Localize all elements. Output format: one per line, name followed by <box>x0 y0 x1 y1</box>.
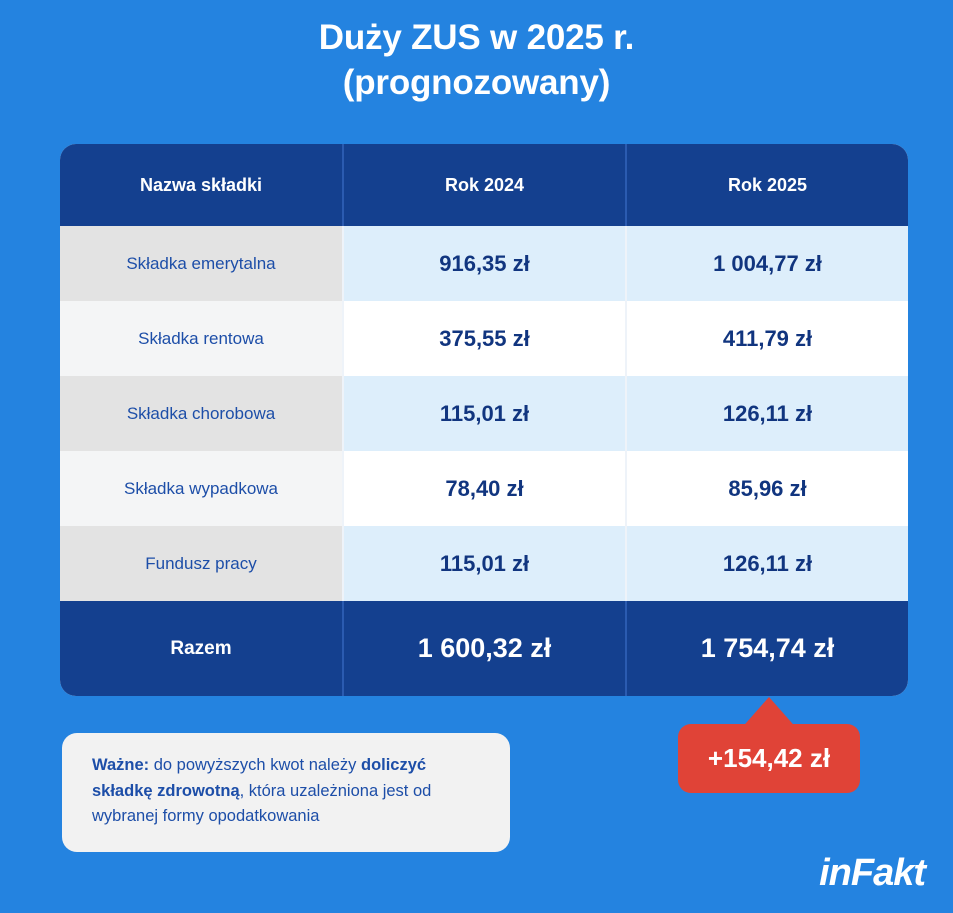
table-row: Składka wypadkowa 78,40 zł 85,96 zł <box>60 451 908 526</box>
row-value-2025: 126,11 zł <box>625 376 908 451</box>
infakt-logo: inFakt <box>819 852 926 894</box>
row-value-2024: 916,35 zł <box>342 226 625 301</box>
total-label: Razem <box>170 637 232 659</box>
difference-badge: +154,42 zł <box>678 697 860 793</box>
row-label: Składka chorobowa <box>60 376 342 451</box>
row-label: Składka wypadkowa <box>60 451 342 526</box>
note-lead-bold: Ważne: <box>92 756 150 774</box>
total-value-2025: 1 754,74 zł <box>625 601 908 696</box>
table-row: Składka chorobowa 115,01 zł 126,11 zł <box>60 376 908 451</box>
row-label: Składka emerytalna <box>60 226 342 301</box>
note-text-2: , która uzależniona jest od wybranej for… <box>92 781 432 826</box>
row-value-2025: 126,11 zł <box>625 526 908 601</box>
column-header-name: Nazwa składki <box>139 174 263 195</box>
page-title: Duży ZUS w 2025 r. (prognozowany) <box>0 16 953 106</box>
row-value-2025: 1 004,77 zł <box>625 226 908 301</box>
table-total-row: Razem 1 600,32 zł 1 754,74 zł <box>60 601 908 696</box>
page-title-line-1: Duży ZUS w 2025 r. <box>318 18 635 57</box>
row-value-2024: 375,55 zł <box>342 301 625 376</box>
badge-label: +154,42 zł <box>678 724 860 793</box>
total-value-2024: 1 600,32 zł <box>342 601 625 696</box>
table-row: Składka emerytalna 916,35 zł 1 004,77 zł <box>60 226 908 301</box>
table-row: Składka rentowa 375,55 zł 411,79 zł <box>60 301 908 376</box>
row-value-2024: 115,01 zł <box>342 376 625 451</box>
page-title-line-2: (prognozowany) <box>342 62 611 102</box>
table-row: Fundusz pracy 115,01 zł 126,11 zł <box>60 526 908 601</box>
row-value-2025: 411,79 zł <box>625 301 908 376</box>
column-header-year-2024: Rok 2024 <box>342 144 625 226</box>
table-header-row: Nazwa składki Rok 2024 Rok 2025 <box>60 144 908 226</box>
row-value-2024: 78,40 zł <box>342 451 625 526</box>
row-value-2024: 115,01 zł <box>342 526 625 601</box>
row-label: Fundusz pracy <box>60 526 342 601</box>
row-value-2025: 85,96 zł <box>625 451 908 526</box>
zus-contributions-table: Nazwa składki Rok 2024 Rok 2025 Składka … <box>60 144 908 696</box>
row-label: Składka rentowa <box>60 301 342 376</box>
note-text-1: do powyższych kwot należy <box>149 756 361 774</box>
column-header-year-2025: Rok 2025 <box>625 144 908 226</box>
important-note: Ważne: do powyższych kwot należy doliczy… <box>62 733 510 852</box>
note-highlight-bold: doliczyć składkę zdrowotną <box>92 756 427 800</box>
